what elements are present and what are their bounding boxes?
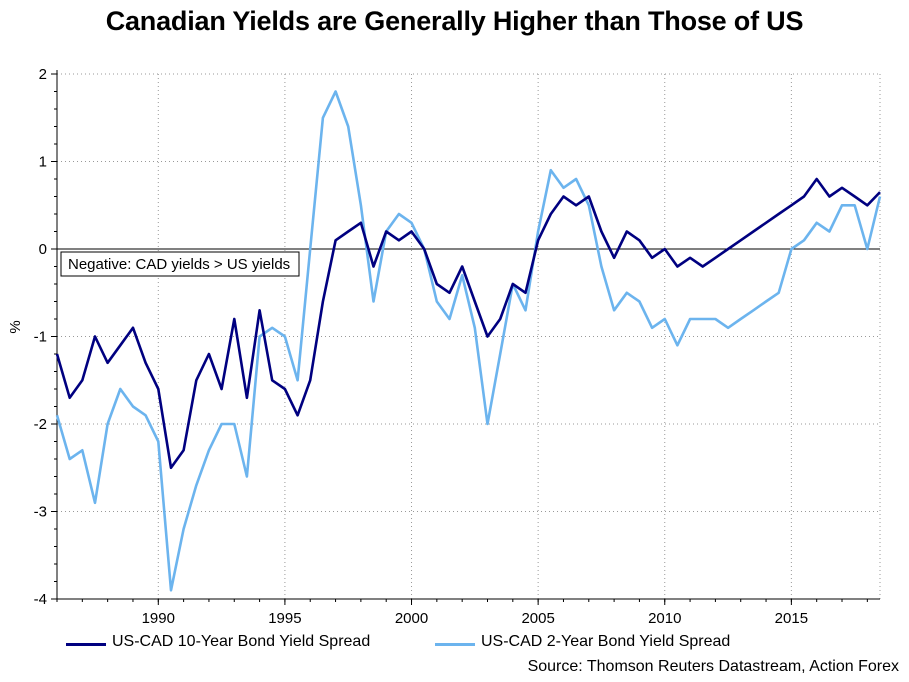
series-group [55, 90, 882, 592]
y-tick-label: -1 [34, 329, 47, 346]
x-tick-label: 2005 [521, 610, 554, 627]
annotation-box: Negative: CAD yields > US yields [60, 251, 300, 277]
legend-swatch-2y [435, 643, 475, 646]
y-tick-label: 0 [39, 241, 47, 258]
y-tick-label: -3 [34, 504, 47, 521]
y-tick-label: -4 [34, 591, 47, 608]
x-tick-label: 1990 [142, 610, 175, 627]
y-tick-label: 1 [39, 154, 47, 171]
series-line-10y [55, 177, 881, 470]
axes [51, 70, 880, 605]
tick-labels: 2 1 0 -1 -2 -3 -4 1990 1995 2000 2005 2010 2015 [34, 66, 808, 627]
y-tick-label: -2 [34, 416, 47, 433]
legend-swatch-10y [66, 643, 106, 646]
annotation-text: Negative: CAD yields > US yields [68, 256, 290, 273]
x-tick-label: 2000 [395, 610, 428, 627]
chart-title: Canadian Yields are Generally Higher tha… [105, 6, 804, 36]
x-tick-label: 2010 [648, 610, 681, 627]
x-tick-label: 2015 [775, 610, 808, 627]
grid-lines [57, 73, 881, 600]
y-tick-label: 2 [39, 66, 47, 83]
source-note: Source: Thomson Reuters Datastream, Acti… [527, 658, 899, 675]
series-line-2y [55, 90, 882, 592]
legend-label-2y: US-CAD 2-Year Bond Yield Spread [481, 633, 731, 650]
legend-label-10y: US-CAD 10-Year Bond Yield Spread [112, 633, 371, 650]
y-axis-label: % [7, 320, 24, 333]
x-tick-label: 1995 [268, 610, 301, 627]
